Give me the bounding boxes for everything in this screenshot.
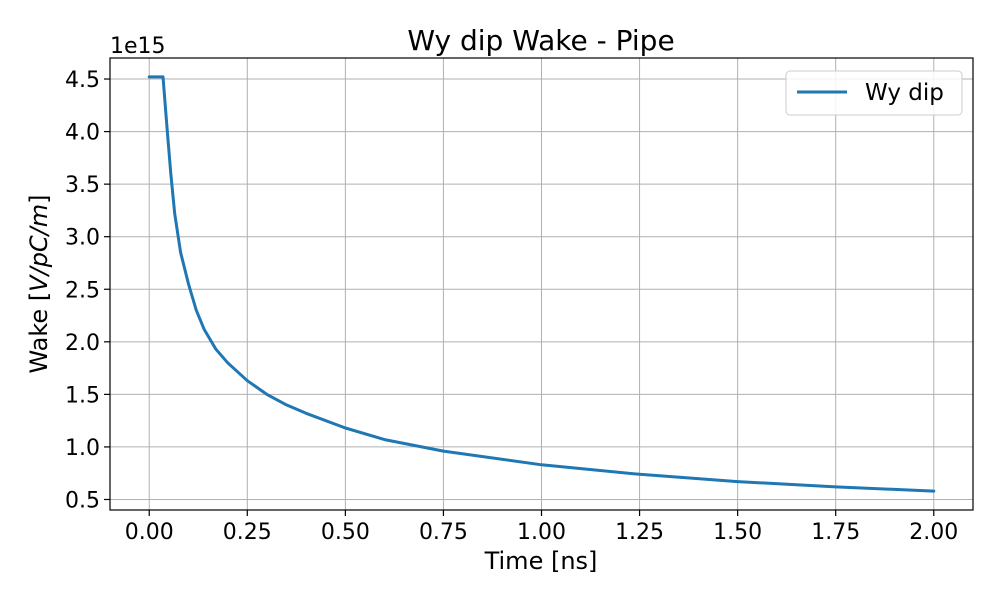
x-tick-label: 1.75 — [811, 520, 860, 545]
y-tick-label: 3.0 — [65, 226, 100, 251]
x-tick-label: 0.00 — [125, 520, 174, 545]
y-tick-label: 4.5 — [65, 68, 100, 93]
y-tick-label: 4.0 — [65, 121, 100, 146]
plot-lines — [147, 75, 936, 493]
y-axis-label-prefix: Wake [ — [25, 292, 53, 374]
chart-title: Wy dip Wake - Pipe — [407, 24, 674, 57]
x-tick-label: 0.75 — [419, 520, 468, 545]
y-tick-label: 1.5 — [65, 383, 100, 408]
y-axis-ticks: 0.5 1.0 1.5 2.0 2.5 3.0 3.5 4.0 4.5 — [65, 68, 110, 513]
x-tick-label: 0.25 — [223, 520, 272, 545]
x-axis-ticks: 0.00 0.25 0.50 0.75 1.00 1.25 1.50 1.75 2.00 — [125, 510, 958, 545]
y-axis-label-units: V/pC/m — [25, 204, 53, 292]
legend-label-wy-dip: Wy dip — [865, 80, 944, 106]
y-tick-label: 0.5 — [65, 488, 100, 513]
series-line-wy-dip — [147, 75, 936, 493]
y-tick-label: 3.5 — [65, 173, 100, 198]
x-tick-label: 0.50 — [321, 520, 370, 545]
x-tick-label: 1.00 — [517, 520, 566, 545]
y-offset-text: 1e15 — [110, 34, 166, 59]
x-tick-label: 2.00 — [909, 520, 958, 545]
y-axis-label: Wake [V/pC/m] — [25, 194, 53, 373]
y-tick-label: 1.0 — [65, 436, 100, 461]
y-tick-label: 2.5 — [65, 278, 100, 303]
legend: Wy dip — [785, 70, 963, 116]
grid — [110, 58, 973, 510]
x-tick-label: 1.25 — [615, 520, 664, 545]
legend-box — [785, 70, 963, 116]
y-tick-label: 2.0 — [65, 331, 100, 356]
x-axis-label: Time [ns] — [484, 547, 598, 575]
x-tick-label: 1.50 — [713, 520, 762, 545]
y-axis-label-suffix: ] — [25, 194, 53, 203]
